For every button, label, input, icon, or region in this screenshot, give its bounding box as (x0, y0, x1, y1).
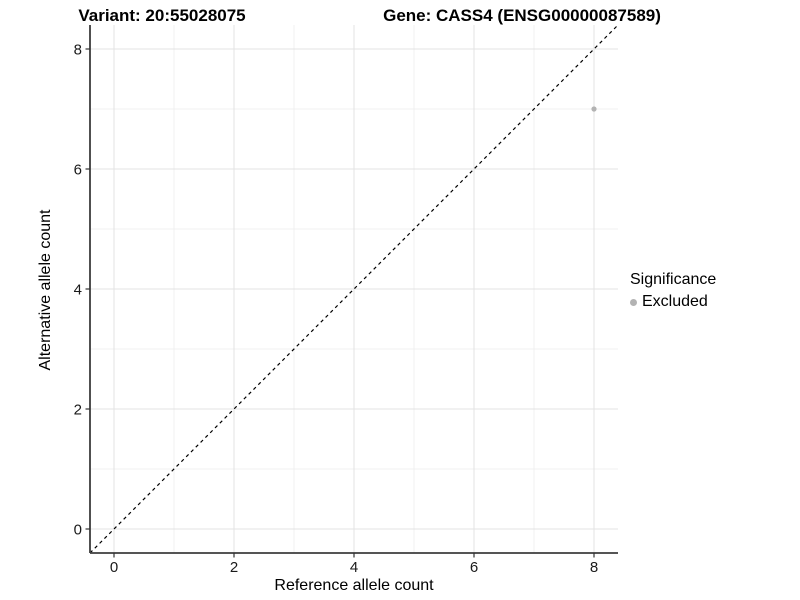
x-tick-label: 4 (350, 559, 358, 576)
identity-dashed-line (89, 24, 619, 554)
legend-title: Significance (630, 271, 717, 288)
x-axis-title: Reference allele count (274, 577, 434, 594)
y-tick-label: 8 (74, 42, 82, 59)
legend-point-icon (630, 298, 637, 306)
x-tick-label: 2 (230, 559, 238, 576)
y-tick-label: 0 (74, 522, 82, 539)
plot-title-variant: Variant: 20:55028075 (78, 6, 246, 25)
y-tick-label: 4 (74, 282, 82, 299)
y-tick-label: 6 (74, 162, 82, 179)
x-tick-label: 6 (470, 559, 478, 576)
legend-item-label: Excluded (642, 293, 708, 310)
plot-title-gene: Gene: CASS4 (ENSG00000087589) (383, 6, 661, 25)
x-tick-label: 8 (590, 559, 598, 576)
y-axis-title: Alternative allele count (37, 209, 54, 371)
legend-item-excluded: Excluded (630, 293, 716, 311)
x-tick-label: 0 (110, 559, 118, 576)
y-tick-label: 2 (74, 402, 82, 419)
data-point (591, 106, 597, 112)
legend: Significance Excluded (630, 271, 716, 311)
